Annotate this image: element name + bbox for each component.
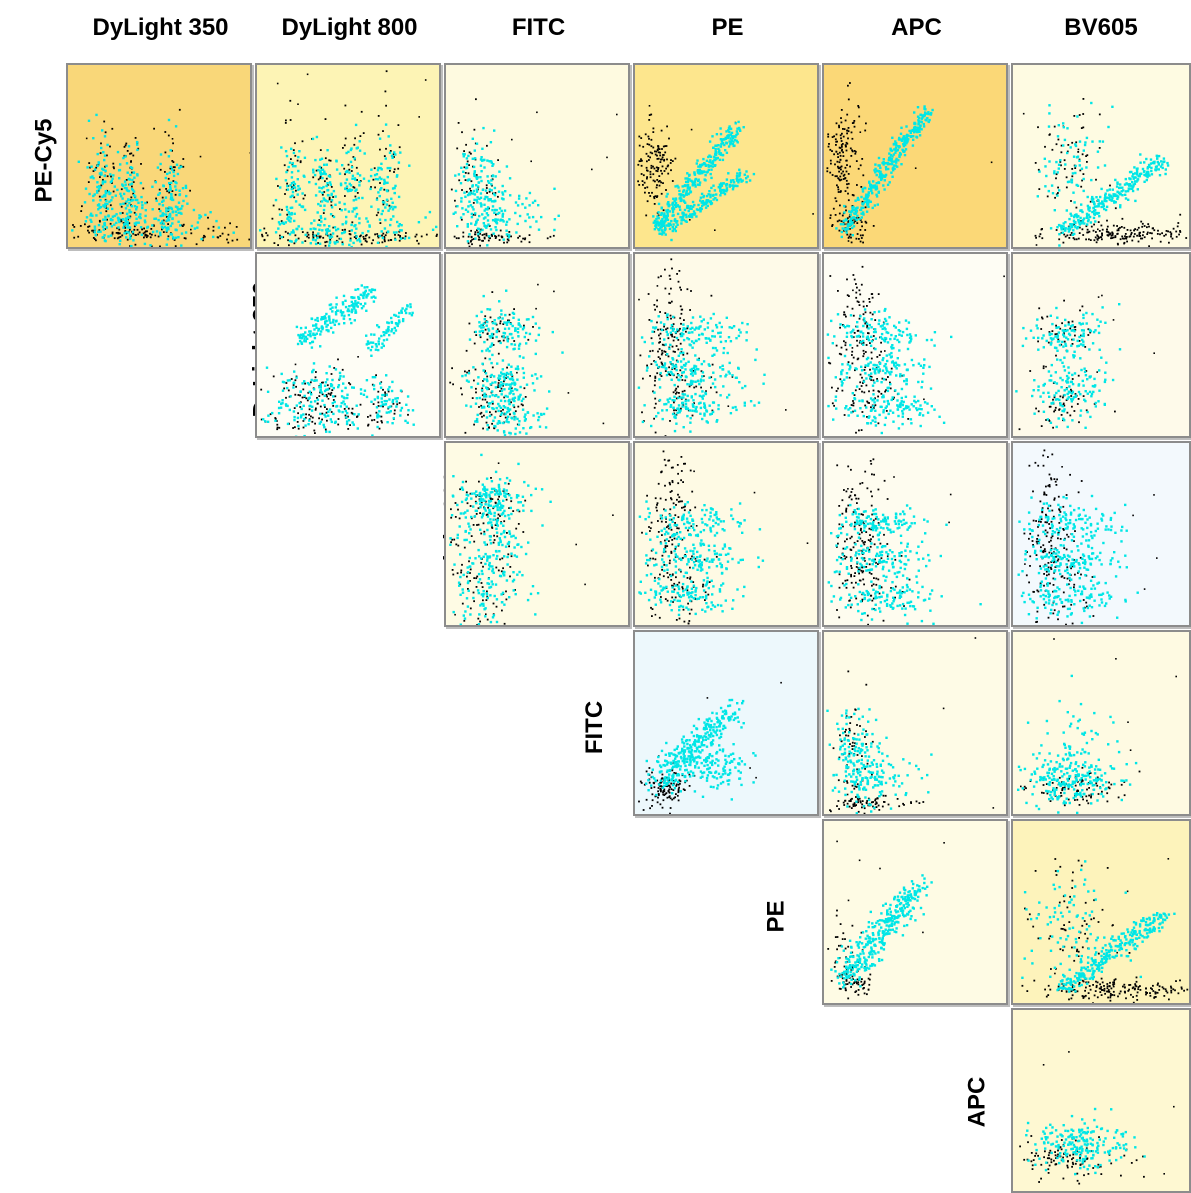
scatter-points — [449, 283, 605, 436]
series-cyan-points — [1017, 494, 1139, 625]
scatter-points — [638, 681, 782, 814]
series-cyan-points — [1036, 101, 1170, 247]
series-cyan-points — [830, 874, 933, 989]
scatter-points — [71, 108, 250, 247]
series-cyan-points — [461, 289, 564, 436]
scatter-panel-r0-c0 — [66, 63, 252, 249]
scatter-points — [637, 105, 814, 242]
scatter-points — [1017, 449, 1158, 625]
scatter-points — [637, 258, 787, 436]
series-black-points — [450, 462, 614, 625]
column-label-apc: APC — [891, 14, 942, 41]
series-cyan-points — [1021, 860, 1176, 993]
series-cyan-points — [1025, 1107, 1146, 1176]
scatter-panel-r1-c1 — [255, 252, 441, 438]
scatter-panel-r0-c2 — [444, 63, 630, 249]
scatter-points — [259, 70, 438, 247]
series-cyan-points — [827, 503, 982, 625]
scatter-points — [449, 453, 614, 625]
scatter-panel-r2-c2 — [444, 441, 630, 627]
series-cyan-points — [1015, 303, 1122, 429]
scatter-panel-r1-c2 — [444, 252, 630, 438]
scatter-panel-r2-c5 — [1011, 441, 1191, 627]
column-label-dylight800: DyLight 800 — [281, 14, 418, 41]
scatter-points — [826, 637, 995, 814]
column-label-dylight350: DyLight 350 — [92, 14, 229, 41]
series-black-points — [260, 356, 409, 434]
series-black-points — [72, 108, 250, 247]
scatter-panel-r1-c4 — [822, 252, 1008, 438]
scatter-panel-r5-c5 — [1011, 1008, 1191, 1193]
row-label-dylight350: DyLight 350 — [194, 255, 276, 444]
scatter-panel-r1-c3 — [633, 252, 819, 438]
column-label-bv605: BV605 — [1064, 14, 1138, 41]
series-black-points — [637, 105, 814, 231]
series-black-points — [1021, 858, 1189, 1003]
series-cyan-points — [826, 307, 953, 435]
series-cyan-points — [71, 113, 235, 247]
row-label-fitc: FITC — [581, 700, 609, 755]
scatter-points — [260, 284, 415, 436]
scatter-panel-r3-c3 — [633, 630, 819, 816]
series-black-points — [1018, 294, 1155, 431]
scatter-panel-r1-c5 — [1011, 252, 1191, 438]
series-cyan-points — [1017, 674, 1138, 814]
series-cyan-points — [826, 707, 933, 814]
scatter-points — [1017, 638, 1177, 814]
scatter-panel-r2-c4 — [822, 441, 1008, 627]
row-label-pecy5: PE-Cy5 — [30, 118, 58, 203]
series-cyan-points — [452, 126, 560, 247]
series-black-points — [1019, 1051, 1175, 1185]
scatter-points — [826, 265, 1005, 435]
scatter-points — [638, 450, 809, 625]
scatter-points — [826, 82, 993, 244]
series-black-points — [829, 637, 995, 814]
series-cyan-points — [652, 120, 756, 242]
scatter-panel-r2-c3 — [633, 441, 819, 627]
series-cyan-points — [645, 698, 757, 801]
scatter-panel-r3-c4 — [822, 630, 1008, 816]
column-label-pe: PE — [711, 14, 744, 41]
row-label-apc: APC — [963, 1076, 991, 1128]
series-cyan-points — [262, 284, 415, 436]
series-cyan-points — [637, 312, 766, 433]
scatter-panel-r0-c5 — [1011, 63, 1191, 249]
column-label-fitc: FITC — [511, 14, 566, 41]
series-black-points — [1023, 449, 1158, 625]
scatter-points — [827, 840, 945, 1000]
scatter-panel-r4-c4 — [822, 819, 1008, 1005]
series-black-points — [836, 458, 952, 625]
series-cyan-points — [259, 123, 438, 247]
scatter-panel-r0-c4 — [822, 63, 1008, 249]
row-label-dylight800: DyLight 800 — [385, 444, 467, 633]
scatter-points — [1019, 1051, 1175, 1185]
scatter-panel-r0-c3 — [633, 63, 819, 249]
series-cyan-points — [449, 453, 552, 625]
series-black-points — [1022, 98, 1188, 247]
series-black-points — [638, 681, 782, 814]
scatter-points — [1022, 98, 1188, 247]
scatter-points — [1021, 858, 1189, 1003]
series-cyan-points — [638, 500, 765, 617]
scatter-panel-r0-c1 — [255, 63, 441, 249]
row-label-pe: PE — [762, 900, 790, 933]
scatter-points — [1015, 294, 1155, 431]
scatter-points — [827, 458, 982, 625]
series-cyan-points — [835, 105, 934, 239]
scatter-points — [450, 98, 618, 247]
scatter-panel-r4-c5 — [1011, 819, 1191, 1005]
scatter-panel-r3-c5 — [1011, 630, 1191, 816]
